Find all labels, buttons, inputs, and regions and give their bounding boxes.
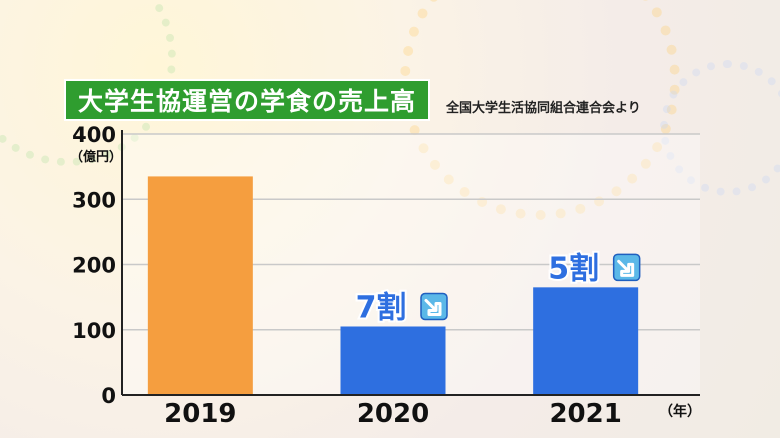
chart-title-box: 大学生協運営の学食の売上高 [64,79,430,121]
x-tick-label: 2019 [164,399,236,429]
y-tick-label: 400 [72,123,116,147]
down-right-arrow-icon [420,292,448,321]
x-axis-unit-label: （年） [659,403,701,420]
bar [147,176,253,395]
source-note: 全国大学生活協同組合連合会より [446,101,641,116]
y-axis-unit-label: （億円） [70,149,122,165]
down-right-arrow-icon [612,253,641,282]
bar [340,326,446,395]
y-tick-label: 300 [72,188,116,212]
background-ring [660,60,780,196]
arrow-icon-glyph [424,298,442,316]
arrow-icon-glyph [617,259,635,277]
chart-title: 大学生協運営の学食の売上高 [77,87,416,116]
y-tick-label: 200 [72,254,116,278]
x-tick-label: 2020 [357,399,429,429]
y-tick-label: 100 [72,319,116,343]
change-annotation: 7割 [356,290,407,325]
bar [533,287,639,395]
y-tick-label: 0 [101,384,116,408]
x-tick-label: 2021 [549,399,621,429]
change-annotation: 5割 [548,251,599,286]
